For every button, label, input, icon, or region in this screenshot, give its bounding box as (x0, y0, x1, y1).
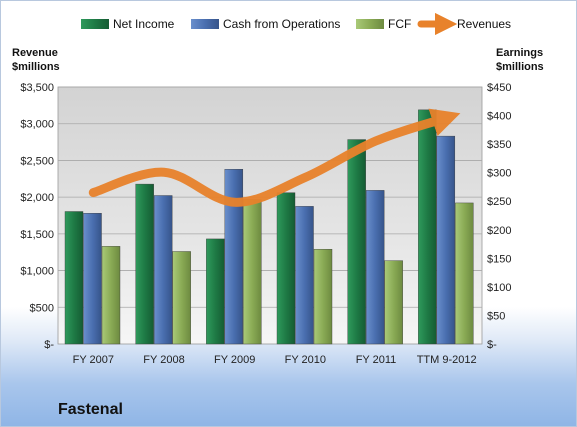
right-axis-title-line-2: $millions (496, 61, 544, 73)
bar-net-income-fy-2008 (135, 183, 154, 345)
left-tick-label: $500 (30, 302, 54, 314)
bar-net-income-ttm-9-2012 (418, 109, 437, 345)
revenue-line (88, 108, 461, 207)
x-tick-label-fy-2009: FY 2009 (214, 354, 255, 366)
bar-cash-from-operations-fy-2009 (224, 169, 244, 345)
left-axis-title-line-1: Revenue (12, 47, 58, 59)
right-tick-label: $400 (487, 111, 511, 123)
right-tick-label: $150 (487, 253, 511, 265)
bar-fcf-fy-2009 (243, 199, 262, 345)
left-tick-label: $2,500 (20, 155, 54, 167)
left-tick-label: $2,000 (20, 192, 54, 204)
legend-label-cash-from-operations: Cash from Operations (223, 17, 340, 31)
right-axis: $- $50 $100 $150 $200 $250 $300 $350 $400 $450 (487, 82, 511, 351)
right-tick-label: $50 (487, 310, 505, 322)
legend-swatch-fcf (356, 19, 384, 29)
left-tick-label: $1,500 (20, 229, 54, 241)
x-tick-label-fy-2011: FY 2011 (356, 354, 397, 366)
left-tick-label: $- (44, 339, 54, 351)
left-axis: $- $500 $1,000 $1,500 $2,000 $2,500 $3,000 $3,5… (20, 82, 54, 351)
bar-cash-from-operations-fy-2008 (153, 195, 173, 345)
bar-net-income-fy-2009 (206, 238, 225, 345)
legend-label-fcf: FCF (388, 17, 411, 31)
bar-cash-from-operations-fy-2011 (365, 190, 385, 345)
x-tick-label-ttm-9-2012: TTM 9-2012 (417, 354, 477, 366)
legend-label-revenues: Revenues (457, 17, 511, 31)
right-tick-label: $- (487, 339, 497, 351)
right-tick-label: $350 (487, 139, 511, 151)
x-tick-label-fy-2010: FY 2010 (285, 354, 326, 366)
legend: Net Income Cash from Operations FCF Reve… (81, 12, 511, 36)
left-tick-label: $3,500 (20, 82, 54, 94)
bar-fcf-fy-2011 (384, 260, 403, 345)
right-tick-label: $450 (487, 82, 511, 94)
revenue-line-layer (88, 108, 461, 207)
gridlines (58, 86, 482, 308)
bar-net-income-fy-2011 (347, 139, 366, 345)
bar-fcf-fy-2008 (172, 251, 191, 345)
legend-swatch-net-income (81, 19, 109, 29)
right-tick-label: $250 (487, 196, 511, 208)
x-tick-label-fy-2007: FY 2007 (73, 354, 114, 366)
left-tick-label: $3,000 (20, 119, 54, 131)
bar-fcf-fy-2007 (101, 246, 121, 345)
left-tick-label: $1,000 (20, 266, 54, 278)
bars (64, 109, 474, 345)
company-label: Fastenal (58, 401, 123, 418)
right-axis-title-line-1: Earnings (496, 47, 543, 59)
bar-cash-from-operations-fy-2007 (83, 213, 102, 345)
bar-net-income-fy-2007 (64, 211, 84, 345)
bar-cash-from-operations-fy-2010 (295, 206, 314, 345)
x-axis: FY 2007 FY 2008 FY 2009 FY 2010 FY 2011 TTM 9… (73, 354, 477, 366)
right-tick-label: $300 (487, 168, 511, 180)
right-tick-label: $100 (487, 282, 511, 294)
legend-swatch-cash-from-operations (191, 19, 219, 29)
left-axis-title-line-2: $millions (12, 61, 60, 73)
bar-fcf-ttm-9-2012 (455, 202, 474, 345)
right-tick-label: $200 (487, 225, 511, 237)
bar-net-income-fy-2010 (276, 192, 296, 345)
x-tick-label-fy-2008: FY 2008 (143, 354, 184, 366)
legend-label-net-income: Net Income (113, 17, 175, 31)
bar-fcf-fy-2010 (313, 248, 333, 345)
bar-cash-from-operations-ttm-9-2012 (436, 135, 456, 345)
